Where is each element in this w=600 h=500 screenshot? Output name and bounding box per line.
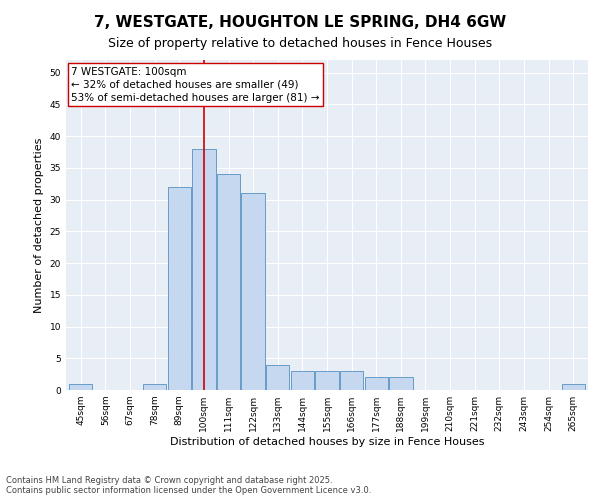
Y-axis label: Number of detached properties: Number of detached properties [34, 138, 44, 312]
Bar [290, 371, 314, 390]
Bar [167, 187, 191, 390]
Bar [365, 378, 388, 390]
X-axis label: Distribution of detached houses by size in Fence Houses: Distribution of detached houses by size … [170, 437, 484, 447]
Bar [143, 384, 166, 390]
Bar [389, 378, 413, 390]
Bar [69, 384, 92, 390]
Text: Size of property relative to detached houses in Fence Houses: Size of property relative to detached ho… [108, 38, 492, 51]
Bar [340, 371, 364, 390]
Bar [266, 364, 289, 390]
Text: 7, WESTGATE, HOUGHTON LE SPRING, DH4 6GW: 7, WESTGATE, HOUGHTON LE SPRING, DH4 6GW [94, 15, 506, 30]
Bar [217, 174, 240, 390]
Bar [316, 371, 338, 390]
Text: 7 WESTGATE: 100sqm
← 32% of detached houses are smaller (49)
53% of semi-detache: 7 WESTGATE: 100sqm ← 32% of detached hou… [71, 66, 320, 103]
Bar [562, 384, 585, 390]
Text: Contains HM Land Registry data © Crown copyright and database right 2025.
Contai: Contains HM Land Registry data © Crown c… [6, 476, 371, 495]
Bar [241, 194, 265, 390]
Bar [192, 149, 215, 390]
